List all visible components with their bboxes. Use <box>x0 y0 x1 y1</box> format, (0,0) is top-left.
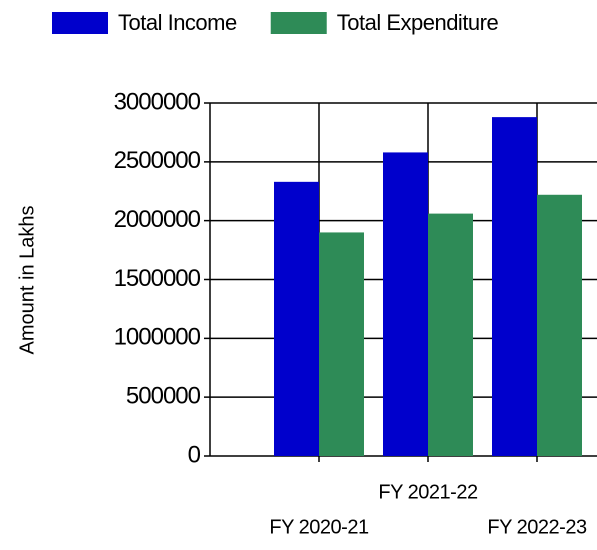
y-tick-label: 2500000 <box>114 147 201 174</box>
y-tick-label: 0 <box>188 441 201 468</box>
legend-swatch <box>270 12 327 34</box>
y-tick-label: 1500000 <box>114 265 201 292</box>
x-tick-label: FY 2020-21 <box>269 516 369 538</box>
y-axis-label: Amount in Lakhs <box>16 206 38 355</box>
bar <box>537 194 582 456</box>
bar <box>319 232 364 456</box>
bar <box>428 213 473 456</box>
y-tick-label: 500000 <box>126 383 201 410</box>
x-tick-label: FY 2022-23 <box>487 516 587 538</box>
y-tick-label: 3000000 <box>114 88 201 115</box>
y-tick-label: 1000000 <box>114 324 201 351</box>
bar <box>274 181 319 456</box>
legend-swatch <box>52 12 108 34</box>
x-tick-label: FY 2021-22 <box>378 481 478 503</box>
bar <box>383 152 428 457</box>
y-tick-label: 2000000 <box>114 206 201 233</box>
bar <box>492 117 537 457</box>
legend-label: Total Expenditure <box>337 10 499 35</box>
legend-label: Total Income <box>118 10 237 35</box>
